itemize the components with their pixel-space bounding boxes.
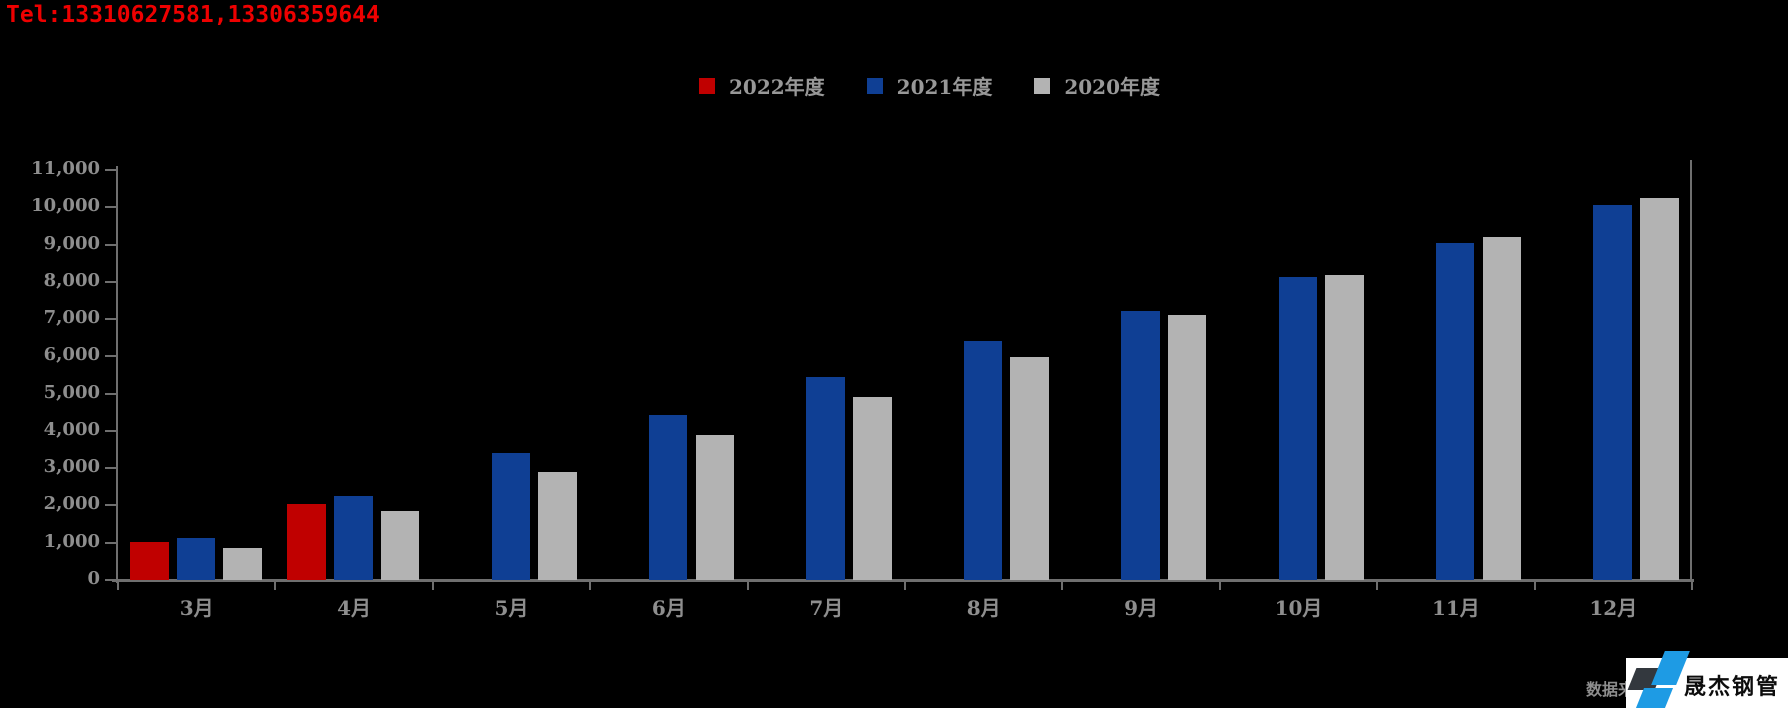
y-axis-tick [105, 206, 116, 209]
y-axis-tick [105, 392, 116, 395]
y-axis-label: 8,000 [43, 269, 100, 291]
y-axis-tick [105, 243, 116, 246]
y-axis-tick [105, 467, 116, 470]
bar [1325, 274, 1364, 580]
bar [334, 495, 373, 580]
y-axis-line [116, 166, 118, 583]
x-axis-tick [1218, 582, 1221, 590]
legend-swatch-icon [866, 77, 883, 94]
bar [1593, 205, 1632, 580]
x-axis-tick [117, 582, 119, 590]
x-axis-label: 3月 [179, 596, 214, 620]
right-axis-line [1690, 160, 1692, 580]
x-axis-label: 11月 [1431, 596, 1480, 620]
bar [491, 453, 530, 580]
bar [130, 541, 169, 580]
y-axis-tick [105, 280, 116, 283]
y-axis-tick [105, 169, 116, 171]
y-axis-label: 9,000 [43, 232, 100, 254]
x-axis-tick [1691, 582, 1693, 590]
y-axis-label: 7,000 [43, 307, 100, 329]
x-axis-label: 7月 [809, 596, 844, 620]
bar [853, 396, 892, 580]
bar [287, 504, 326, 580]
legend-swatch-icon [699, 77, 715, 94]
contact-phone-text: Tel:13310627581,13306359644 [6, 2, 380, 28]
bar [1640, 197, 1679, 580]
x-axis-label: 12月 [1589, 596, 1638, 620]
bar [1278, 277, 1317, 580]
x-axis-label: 6月 [651, 596, 686, 620]
legend-item: 2020年度 [1034, 71, 1160, 100]
y-axis-label: 6,000 [43, 344, 100, 366]
y-axis-tick [105, 429, 116, 432]
bar [176, 537, 216, 580]
bar [963, 340, 1003, 580]
bar [1482, 237, 1522, 580]
bar [648, 415, 688, 580]
bar [695, 434, 735, 580]
x-axis-label: 10月 [1274, 596, 1323, 620]
bar [1010, 356, 1049, 580]
y-axis-label: 5,000 [43, 381, 100, 403]
brand-logo: 晟杰钢管 [1626, 651, 1788, 708]
x-axis-line [112, 579, 1694, 582]
x-axis-label: 8月 [966, 596, 1001, 620]
bar [1167, 315, 1207, 580]
y-axis-label: 0 [87, 568, 100, 589]
x-axis-tick [1376, 582, 1379, 590]
y-axis-tick [105, 579, 116, 581]
x-axis-tick [274, 582, 277, 590]
brand-name: 晟杰钢管 [1684, 675, 1781, 700]
legend-label: 2021年度 [896, 75, 993, 99]
bar [380, 510, 420, 580]
y-axis-label: 3,000 [43, 456, 100, 478]
bar [1121, 311, 1160, 580]
y-axis-tick [105, 504, 116, 507]
logo-parallelogram-blue-bottom-icon [1635, 688, 1674, 708]
y-axis-tick [105, 318, 116, 321]
x-axis-label: 4月 [337, 596, 372, 620]
legend-label: 2022年度 [729, 75, 825, 99]
x-axis-tick [1533, 582, 1536, 590]
y-axis-label: 4,000 [43, 418, 100, 440]
bar [223, 547, 262, 580]
x-axis-label: 5月 [494, 596, 529, 620]
y-axis-label: 10,000 [31, 195, 100, 217]
bar [538, 472, 577, 580]
y-axis-label: 11,000 [31, 158, 100, 179]
x-axis-tick [589, 582, 592, 590]
y-axis-label: 2,000 [43, 493, 100, 515]
legend-item: 2021年度 [866, 71, 993, 100]
bar [806, 376, 845, 580]
y-axis-label: 1,000 [43, 530, 100, 552]
y-axis-tick [105, 355, 116, 358]
x-axis-label: 9月 [1124, 596, 1159, 620]
legend: 2022年度 2021年度 2020年度 [699, 71, 1160, 100]
x-axis-tick [904, 582, 906, 590]
x-axis-tick [431, 582, 434, 590]
legend-label: 2020年度 [1064, 75, 1161, 99]
y-axis-tick [105, 541, 116, 544]
x-axis-tick [1061, 582, 1064, 590]
bar [1435, 243, 1475, 580]
x-axis-tick [746, 582, 749, 590]
legend-swatch-icon [1034, 77, 1051, 94]
legend-item: 2022年度 [699, 71, 825, 100]
